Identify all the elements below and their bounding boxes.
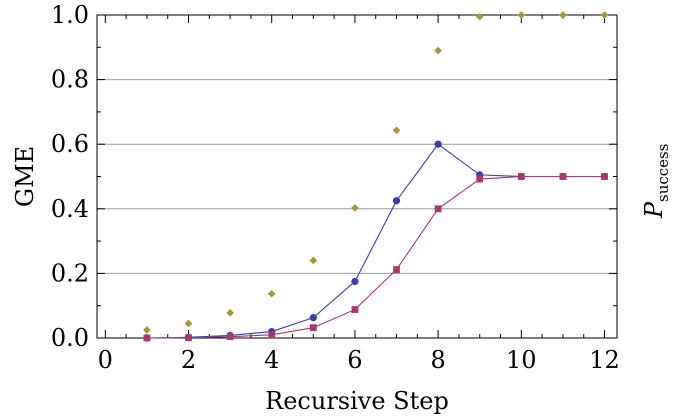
data-point — [600, 11, 609, 19]
data-point — [517, 173, 525, 180]
y-axis-title: GME — [11, 146, 39, 207]
x-tick-label: 12 — [589, 346, 620, 374]
x-tick-label: 10 — [506, 346, 537, 374]
y-tick-label: 0.0 — [51, 324, 89, 352]
grid-lines — [97, 79, 617, 274]
data-point — [226, 333, 234, 341]
x-tick-label: 4 — [264, 346, 279, 374]
right-axis-title-main: P — [640, 201, 668, 219]
data-point — [559, 173, 567, 180]
x-tick-label: 6 — [347, 346, 362, 374]
data-point — [268, 331, 276, 339]
y-tick-label: 1.0 — [51, 1, 89, 29]
data-point — [309, 324, 317, 332]
data-point — [185, 334, 192, 342]
x-axis-title: Recursive Step — [265, 387, 449, 415]
y-tick-label: 0.8 — [51, 66, 89, 94]
data-point — [476, 175, 484, 183]
data-point — [351, 306, 359, 313]
data-point — [393, 266, 400, 273]
data-point — [601, 173, 608, 180]
series-circle — [143, 140, 609, 342]
data-point — [184, 319, 193, 328]
x-tick-label: 0 — [98, 346, 113, 374]
series-line — [146, 143, 605, 339]
data-point — [517, 11, 526, 19]
data-point — [309, 256, 318, 265]
series-diamond — [143, 11, 609, 334]
series-line — [146, 175, 605, 339]
data-point — [434, 140, 442, 148]
data-point — [143, 326, 151, 334]
right-axis-title: P success — [640, 144, 672, 219]
data-point — [143, 334, 151, 342]
data-point — [351, 277, 359, 286]
data-point — [559, 11, 567, 19]
data-point — [309, 314, 317, 322]
series-square — [143, 173, 608, 342]
data-point — [475, 12, 484, 21]
y-tick-label: 0.6 — [51, 130, 89, 158]
data-point — [434, 46, 442, 55]
axis-ticks: 0.0 0.2 0.4 0.6 0.8 1.0 0 2 4 6 8 10 12 — [51, 1, 620, 374]
right-axis-title-subscript: success — [654, 144, 672, 202]
data-point — [226, 309, 234, 317]
data-point — [351, 204, 359, 212]
x-tick-label: 2 — [181, 346, 196, 374]
data-point — [434, 205, 442, 213]
x-tick-label: 8 — [430, 346, 445, 374]
data-marks — [143, 11, 609, 342]
y-tick-label: 0.2 — [51, 259, 89, 287]
data-point — [392, 126, 401, 135]
data-point — [267, 289, 276, 298]
y-tick-label: 0.4 — [51, 195, 89, 223]
data-point — [392, 197, 401, 205]
